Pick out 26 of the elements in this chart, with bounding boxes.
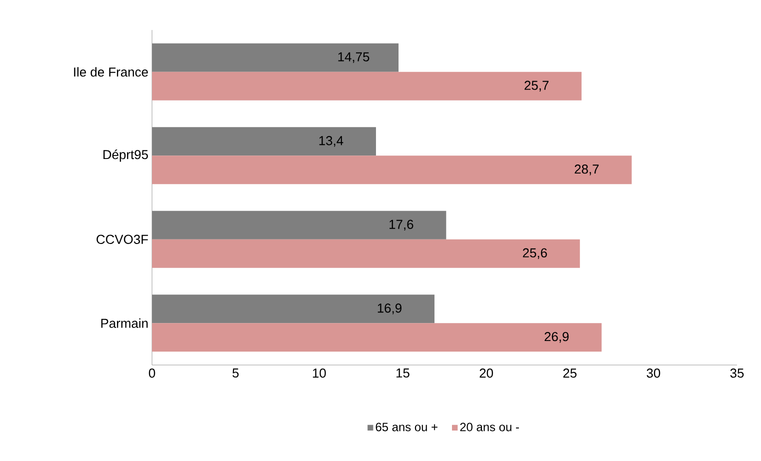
bar <box>152 239 580 268</box>
data-label: 26,9 <box>544 332 569 343</box>
legend-label: 20 ans ou - <box>460 422 519 432</box>
x-tick-label: 5 <box>232 368 239 378</box>
data-label: 28,7 <box>574 164 599 176</box>
bar <box>152 323 602 352</box>
y-tick-label: Ile de France <box>74 67 148 77</box>
x-tick-label: 25 <box>563 368 577 378</box>
data-label: 25,6 <box>522 248 547 259</box>
y-tick-label: Déprt95 <box>103 150 148 162</box>
data-label: 25,7 <box>524 80 549 92</box>
bar <box>152 72 582 100</box>
x-tick-label: 35 <box>730 368 744 378</box>
data-label: 16,9 <box>378 304 402 314</box>
bar <box>152 156 632 184</box>
y-tick-label: Parmain <box>101 318 148 328</box>
x-tick-label: 15 <box>396 368 410 378</box>
x-tick-label: 10 <box>312 368 326 378</box>
legend-label: 65 ans ou + <box>376 422 438 432</box>
data-label: 13,4 <box>319 136 344 147</box>
data-label: 17,6 <box>390 220 414 230</box>
x-tick-label: 20 <box>480 368 493 378</box>
x-tick-label: 0 <box>148 368 156 378</box>
data-label: 14,75 <box>338 52 370 63</box>
x-tick-label: 30 <box>646 368 660 378</box>
y-tick-label: CCVO3F <box>96 234 148 244</box>
